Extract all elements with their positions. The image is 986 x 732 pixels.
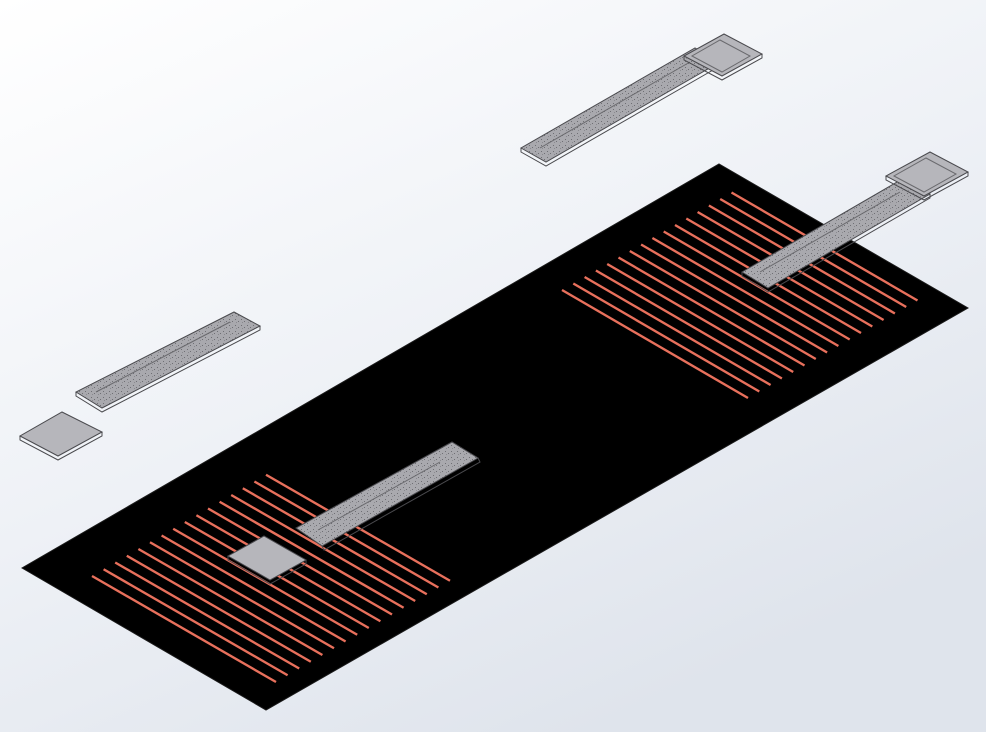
electrode-left-line — [253, 480, 439, 589]
electrode-right-line — [640, 243, 828, 354]
electrode-left-line — [137, 547, 323, 657]
electrode-right-line — [583, 275, 772, 387]
electrode-left-line — [103, 568, 289, 677]
floating-strip-left[interactable] — [74, 311, 262, 413]
contact-pad-top[interactable] — [682, 33, 764, 81]
electrode-right-line — [561, 288, 749, 400]
electrode-left-line — [114, 561, 300, 670]
electrode-right-line — [572, 282, 760, 393]
electrode-left-line — [126, 554, 312, 663]
electrode-left-line — [91, 574, 277, 684]
lead-strip-on-left-array[interactable] — [295, 441, 481, 551]
electrode-left-line — [265, 473, 451, 582]
electrode-right-line — [629, 249, 817, 361]
contact-pad-right[interactable] — [884, 151, 970, 201]
electrode-right-line — [617, 256, 806, 367]
electrode-right-line — [606, 262, 794, 374]
electrode-left-line — [161, 534, 347, 643]
contact-pad-left[interactable] — [226, 535, 308, 585]
electrode-left-line — [219, 500, 405, 609]
electrode-right-line — [595, 269, 783, 380]
electrode-left-line — [149, 541, 335, 650]
electrode-left-line — [242, 487, 428, 596]
electrode-right-line — [651, 236, 840, 348]
floating-pad-left[interactable] — [18, 411, 104, 461]
